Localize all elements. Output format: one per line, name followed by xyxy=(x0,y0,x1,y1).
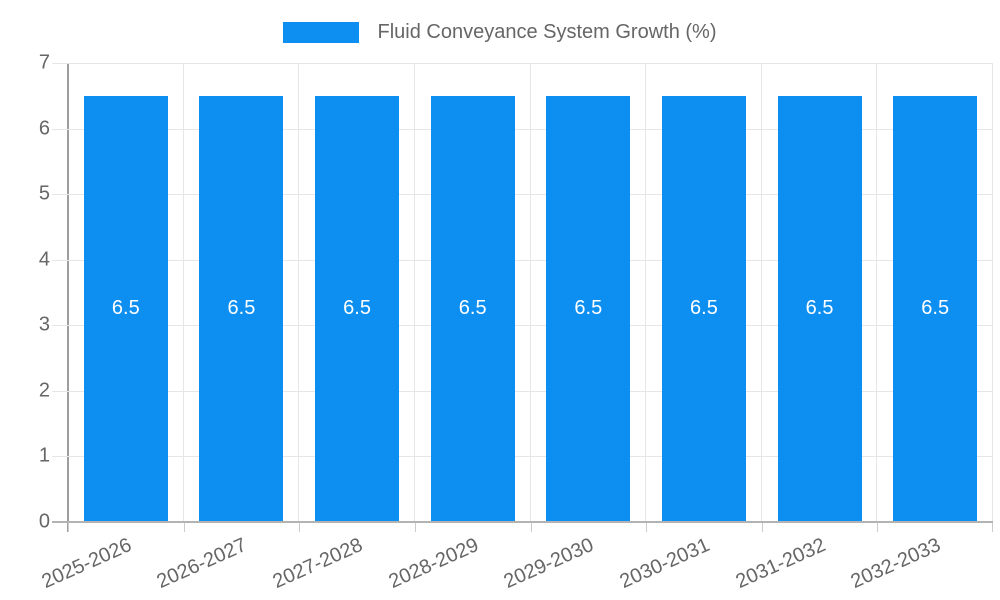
y-axis-tick-label: 0 xyxy=(38,510,50,533)
plot-area: 6.5 6.5 6.5 6.5 6.5 6.5 6.5 6.5 xyxy=(52,63,993,532)
x-axis-tick-label: 2029-2030 xyxy=(500,534,598,594)
bar-value-label: 6.5 xyxy=(227,297,256,320)
bar-2028-2029[interactable]: 6.5 xyxy=(430,95,515,522)
y-axis-line xyxy=(67,63,69,532)
bar-value-label: 6.5 xyxy=(805,297,834,320)
bar-2029-2030[interactable]: 6.5 xyxy=(546,95,631,522)
gridline-vertical xyxy=(529,63,531,522)
x-axis-tick-label: 2025-2026 xyxy=(38,534,135,594)
x-axis-tick-label: 2031-2032 xyxy=(732,534,829,594)
bar-2031-2032[interactable]: 6.5 xyxy=(777,95,862,522)
bar-value-label: 6.5 xyxy=(690,297,718,320)
gridline-vertical xyxy=(298,63,300,522)
x-axis-tick xyxy=(183,522,185,532)
gridline-vertical xyxy=(876,63,878,522)
x-axis-tick xyxy=(68,522,69,532)
gridline-vertical xyxy=(645,63,647,522)
x-axis-tick xyxy=(299,522,301,532)
y-axis-tick-label: 5 xyxy=(38,182,50,205)
legend-swatch xyxy=(283,21,360,43)
bar-value-label: 6.5 xyxy=(458,297,487,320)
bar-value-label: 6.5 xyxy=(574,297,603,320)
x-axis-tick-label: 2028-2029 xyxy=(385,534,482,594)
x-axis-tick-label: 2030-2031 xyxy=(616,534,713,594)
bar-value-label: 6.5 xyxy=(111,297,140,320)
gridline-horizontal xyxy=(52,63,993,64)
gridline-horizontal xyxy=(52,325,993,327)
gridline-horizontal xyxy=(52,456,993,458)
y-axis-tick-label: 1 xyxy=(38,444,50,467)
bar-2026-2027[interactable]: 6.5 xyxy=(199,95,284,522)
gridline-vertical xyxy=(992,63,993,522)
gridline-vertical xyxy=(413,63,415,522)
x-axis-line xyxy=(52,521,993,523)
x-axis-tick xyxy=(646,522,648,532)
x-axis-tick xyxy=(530,522,532,532)
gridline-horizontal xyxy=(52,128,993,130)
bar-2032-2033[interactable]: 6.5 xyxy=(893,95,978,522)
bar-2027-2028[interactable]: 6.5 xyxy=(315,95,400,522)
gridline-vertical xyxy=(182,63,184,522)
x-axis-tick-label: 2032-2033 xyxy=(847,534,945,594)
y-axis-tick-label: 4 xyxy=(38,248,50,271)
gridline-horizontal xyxy=(52,259,993,261)
y-axis-tick-label: 3 xyxy=(38,313,50,336)
x-axis-tick-label: 2027-2028 xyxy=(269,534,367,594)
bar-value-label: 6.5 xyxy=(343,297,371,320)
chart-legend: Fluid Conveyance System Growth (%) xyxy=(0,18,1000,46)
bar-2030-2031[interactable]: 6.5 xyxy=(661,95,746,522)
gridline-vertical xyxy=(760,63,762,522)
gridline-horizontal xyxy=(52,390,993,392)
x-axis-tick-label: 2026-2027 xyxy=(154,534,251,594)
gridline-horizontal xyxy=(52,194,993,196)
y-axis-tick-label: 7 xyxy=(38,51,50,74)
legend-label: Fluid Conveyance System Growth (%) xyxy=(377,21,717,43)
x-axis-tick xyxy=(761,522,763,532)
y-axis-tick-label: 6 xyxy=(38,117,50,140)
x-axis-tick xyxy=(414,522,416,532)
bar-2025-2026[interactable]: 6.5 xyxy=(83,95,168,522)
y-axis-tick-label: 2 xyxy=(38,379,50,402)
x-axis-tick xyxy=(877,522,879,532)
x-axis-tick xyxy=(992,522,993,532)
bar-value-label: 6.5 xyxy=(921,297,950,320)
